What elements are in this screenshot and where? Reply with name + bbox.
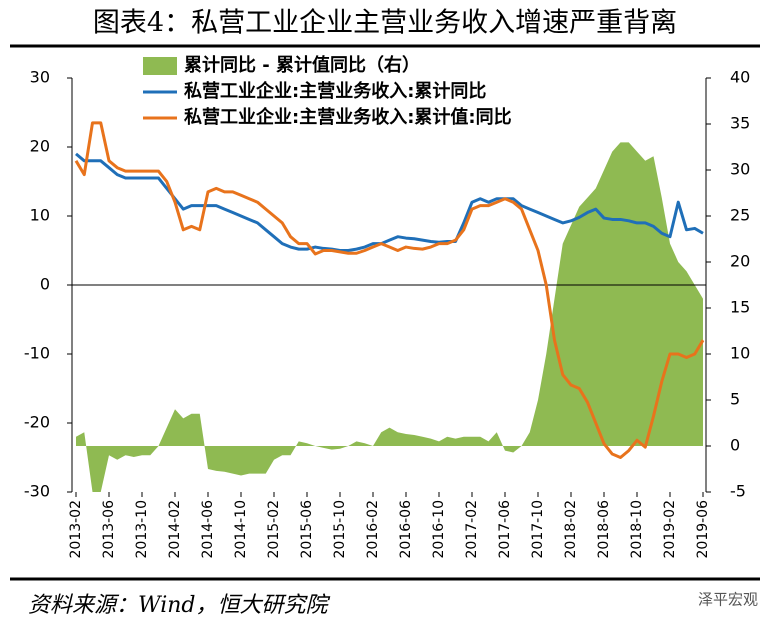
y2-tick-label: 5 xyxy=(730,390,740,409)
x-tick-label: 2016-10 xyxy=(431,500,447,559)
x-tick-label: 2014-02 xyxy=(167,500,183,559)
source: 资料来源：Wind，恒大研究院 xyxy=(28,593,331,618)
x-tick-label: 2013-06 xyxy=(101,500,117,559)
line xyxy=(74,121,705,459)
x-tick-label: 2014-10 xyxy=(233,500,249,559)
y-tick-label: 0 xyxy=(40,275,50,294)
x-tick-label: 2015-02 xyxy=(266,500,282,559)
legend-label: 累计同比 - 累计值同比（右） xyxy=(184,54,420,76)
x-tick-label: 2017-06 xyxy=(497,500,513,559)
watermark: 泽平宏观 xyxy=(698,591,758,609)
x-tick-label: 2017-02 xyxy=(464,500,480,559)
x-tick-label: 2018-06 xyxy=(596,500,612,559)
y2-tick-label: 20 xyxy=(730,252,750,271)
x-tick-label: 2019-02 xyxy=(662,500,678,559)
line xyxy=(75,152,704,252)
y-tick-label: -30 xyxy=(24,482,50,501)
x-tick-label: 2013-02 xyxy=(68,500,84,559)
area xyxy=(76,142,703,492)
y2-tick-label: -5 xyxy=(730,482,746,501)
y-tick-label: -10 xyxy=(24,344,50,363)
x-tick-label: 2015-06 xyxy=(299,500,315,559)
y2-tick-label: 25 xyxy=(730,206,750,225)
y2-tick-label: 30 xyxy=(730,160,750,179)
x-tick-label: 2018-10 xyxy=(629,500,645,559)
legend-swatch xyxy=(143,57,177,75)
x-tick-label: 2018-02 xyxy=(563,500,579,559)
y-tick-label: -20 xyxy=(24,413,50,432)
x-tick-label: 2016-06 xyxy=(398,500,414,559)
y-tick-label: 30 xyxy=(30,68,50,87)
x-tick-label: 2019-06 xyxy=(695,500,711,559)
y2-tick-label: 40 xyxy=(730,68,750,87)
y-tick-label: 20 xyxy=(30,137,50,156)
legend-label: 私营工业企业:主营业务收入:累计值:同比 xyxy=(184,106,512,128)
chart-title: 图表4：私营工业企业主营业务收入增速严重背离 xyxy=(93,8,677,39)
x-tick-label: 2013-10 xyxy=(134,500,150,559)
x-tick-label: 2017-10 xyxy=(530,500,546,559)
y2-tick-label: 35 xyxy=(730,114,750,133)
x-tick-label: 2016-02 xyxy=(365,500,381,559)
y2-tick-label: 10 xyxy=(730,344,750,363)
y2-tick-label: 15 xyxy=(730,298,750,317)
x-tick-label: 2014-06 xyxy=(200,500,216,559)
y2-tick-label: 0 xyxy=(730,436,740,455)
y-tick-label: 10 xyxy=(30,206,50,225)
legend-label: 私营工业企业:主营业务收入:累计同比 xyxy=(184,80,486,102)
x-tick-label: 2015-10 xyxy=(332,500,348,559)
